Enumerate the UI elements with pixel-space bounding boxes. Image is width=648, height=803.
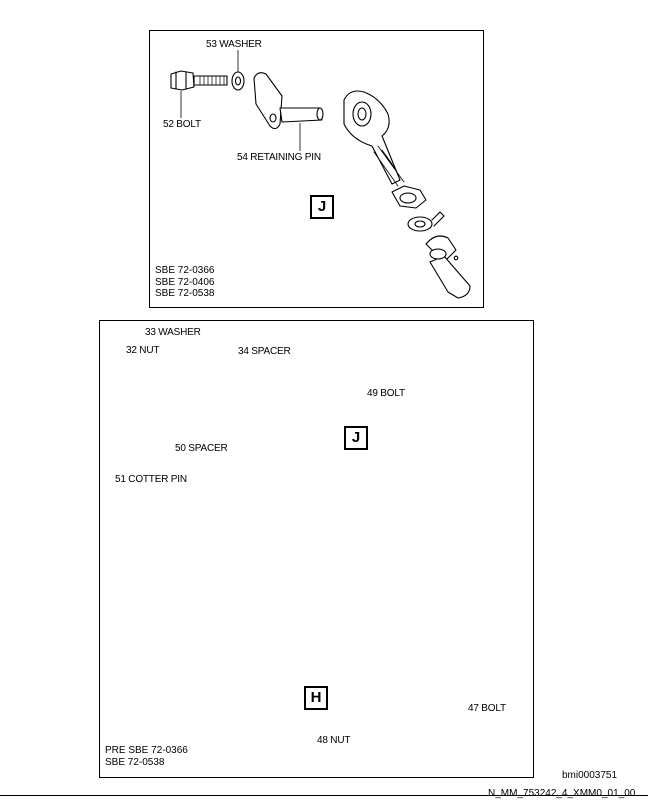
label-48-nut: 48 NUT xyxy=(317,735,351,746)
detail-marker-j-top: J xyxy=(310,195,334,219)
rod-end-top xyxy=(343,90,405,187)
document-reference: N_MM_753242_4_XMM0_01_00 xyxy=(488,788,636,799)
bolt-52 xyxy=(170,70,228,91)
figure-id: bmi0003751 xyxy=(562,770,618,781)
detail-marker-j-bottom: J xyxy=(344,426,368,450)
jam-nut-top xyxy=(391,185,427,209)
effectivity-line: PRE SBE 72-0366 xyxy=(105,745,188,756)
washer-53 xyxy=(231,71,245,91)
label-49-bolt: 49 BOLT xyxy=(367,388,405,399)
label-53-washer: 53 WASHER xyxy=(206,39,262,50)
label-50-spacer: 50 SPACER xyxy=(175,443,228,454)
bottom-rule xyxy=(0,795,648,796)
label-52-bolt: 52 BOLT xyxy=(163,119,201,130)
effectivity-note-bottom: PRE SBE 72-0366 SBE 72-0538 xyxy=(105,745,188,768)
retaining-pin-54 xyxy=(253,72,324,130)
label-32-nut: 32 NUT xyxy=(126,345,160,356)
label-34-spacer: 34 SPACER xyxy=(238,346,291,357)
effectivity-line: SBE 72-0538 xyxy=(105,756,165,768)
lock-washer-top xyxy=(407,211,445,232)
effectivity-line: SBE 72-0538 xyxy=(155,288,215,299)
detail-marker-h: H xyxy=(304,686,328,710)
effectivity-line: SBE 72-0366 xyxy=(155,265,215,276)
barrel-top xyxy=(425,235,471,299)
effectivity-note-top: SBE 72-0366 SBE 72-0406 SBE 72-0538 xyxy=(155,265,215,300)
effectivity-line: SBE 72-0406 xyxy=(155,276,215,288)
label-54-retaining-pin: 54 RETAINING PIN xyxy=(237,152,321,163)
label-51-cotter-pin: 51 COTTER PIN xyxy=(115,474,187,485)
label-47-bolt: 47 BOLT xyxy=(468,703,506,714)
label-33-washer: 33 WASHER xyxy=(145,327,201,338)
